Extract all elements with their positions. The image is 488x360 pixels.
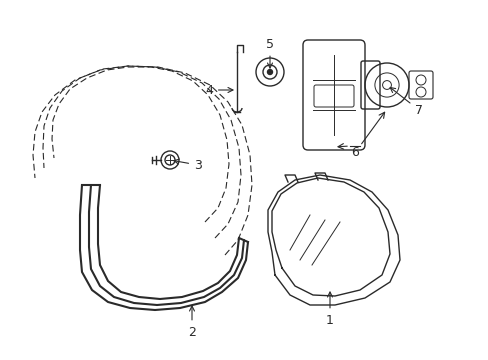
Text: 7: 7 xyxy=(389,87,422,117)
Text: 4: 4 xyxy=(204,84,232,96)
Text: 5: 5 xyxy=(265,37,273,68)
Circle shape xyxy=(267,69,272,75)
Text: 2: 2 xyxy=(188,306,196,338)
Text: 6: 6 xyxy=(350,145,358,158)
Text: 1: 1 xyxy=(325,292,333,327)
Text: 3: 3 xyxy=(174,158,202,171)
